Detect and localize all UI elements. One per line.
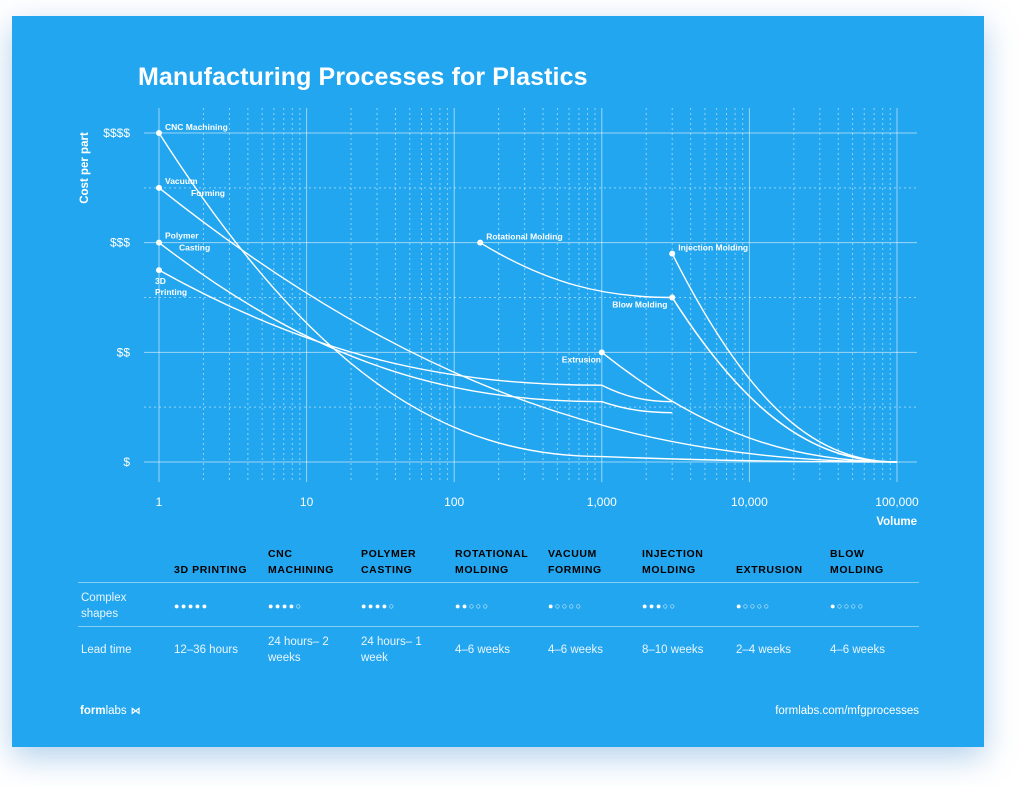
series-label-extrusion: Extrusion: [562, 354, 601, 364]
series-start-point-rotational-molding: [477, 239, 484, 246]
table-divider: [78, 582, 919, 583]
series-label-cnc-machining: CNC Machining: [165, 122, 228, 132]
y-tick-label: $$$: [110, 236, 130, 250]
butterfly-icon: ⋈: [130, 706, 141, 717]
series-start-point-injection-molding: [669, 250, 676, 257]
lead-time-vacuum-forming: 4–6 weeks: [548, 644, 603, 656]
series-line-cnc-machining: [158, 132, 898, 463]
series-start-point-polymer-casting: [156, 239, 162, 246]
complex-dots-polymer-casting: ●●●●○: [361, 601, 396, 611]
complex-dots-blow-molding: ●○○○○: [830, 601, 865, 611]
series-label-rotational-molding: Rotational Molding: [486, 232, 562, 242]
series-start-point-cnc-machining: [156, 130, 162, 136]
series-start-point-vacuum-forming: [156, 184, 162, 191]
lead-time-injection-molding: 8–10 weeks: [642, 644, 704, 656]
series-line-vacuum-forming: [158, 187, 898, 463]
series-label-polymer-casting: Polymer: [165, 231, 199, 241]
series-label-vacuum-forming: Vacuum: [165, 176, 198, 186]
complex-dots-injection-molding: ●●●○○: [642, 601, 677, 611]
x-tick-label: 1,000: [587, 495, 617, 509]
lead-time-3d-printing: 12–36 hours: [174, 644, 238, 656]
series-line-injection-molding: [671, 253, 898, 463]
lead-time-blow-molding: 4–6 weeks: [830, 644, 885, 656]
series-label-polymer-casting: Casting: [179, 243, 210, 253]
series-label-vacuum-forming: Forming: [191, 188, 225, 198]
col-header-extrusion: EXTRUSION: [736, 564, 803, 576]
lead-time-cnc-machining: 24 hours– 2 weeks: [268, 636, 329, 664]
y-tick-label: $$: [117, 345, 131, 359]
col-header-vacuum-forming: VACUUM FORMING: [548, 548, 602, 576]
footer-url: formlabs.com/mfgprocesses: [775, 705, 919, 717]
series-line-polymer-casting: [158, 242, 673, 414]
lead-time-polymer-casting: 24 hours– 1 week: [361, 636, 422, 664]
series-label-blow-molding: Blow Molding: [612, 300, 667, 310]
series-start-point-blow-molding: [669, 294, 676, 301]
row-label-complex-shapes: Complex shapes: [81, 592, 127, 620]
complex-dots-3d-printing: ●●●●●: [174, 601, 209, 611]
complex-dots-rotational-molding: ●●○○○: [455, 601, 490, 611]
col-header-3d-printing: 3D PRINTING: [174, 564, 248, 576]
x-tick-label: 100: [444, 495, 464, 509]
col-header-rotational-molding: ROTATIONAL MOLDING: [455, 548, 529, 576]
logo-text-bold: form: [80, 705, 106, 717]
col-header-polymer-casting: POLYMER CASTING: [361, 548, 417, 576]
y-tick-label: $: [123, 455, 130, 469]
x-axis-label: Volume: [876, 516, 917, 528]
formlabs-logo: formlabs ⋈: [80, 705, 141, 717]
lead-time-extrusion: 2–4 weeks: [736, 644, 791, 656]
series-start-point-extrusion: [598, 349, 605, 356]
row-label-lead-time: Lead time: [81, 644, 132, 656]
col-header-blow-molding: BLOW MOLDING: [830, 548, 884, 576]
complex-dots-vacuum-forming: ●○○○○: [548, 601, 583, 611]
series-label-injection-molding: Injection Molding: [678, 243, 748, 253]
table-divider: [78, 626, 919, 627]
lead-time-rotational-molding: 4–6 weeks: [455, 644, 510, 656]
poster-card: [12, 16, 984, 747]
x-tick-label: 10,000: [731, 495, 768, 509]
series-label-3d-printing: Printing: [155, 287, 187, 297]
x-tick-label: 1: [156, 495, 163, 509]
logo-text-light: labs: [105, 705, 127, 717]
col-header-cnc-machining: CNC MACHINING: [268, 548, 335, 576]
col-header-injection-molding: INJECTION MOLDING: [642, 548, 704, 576]
series-line-blow-molding: [671, 297, 898, 463]
complex-dots-extrusion: ●○○○○: [736, 601, 771, 611]
series-line-extrusion: [601, 351, 898, 463]
series-line-3d-printing: [158, 269, 673, 403]
x-tick-label: 100,000: [875, 495, 919, 509]
y-tick-label: $$$$: [103, 126, 130, 140]
chart-title: Manufacturing Processes for Plastics: [138, 63, 588, 91]
series-label-3d-printing: 3D: [155, 276, 166, 286]
complex-dots-cnc-machining: ●●●●○: [268, 601, 303, 611]
series-start-point-3d-printing: [156, 267, 162, 274]
y-axis-label: Cost per part: [79, 132, 91, 204]
x-tick-label: 10: [300, 495, 314, 509]
